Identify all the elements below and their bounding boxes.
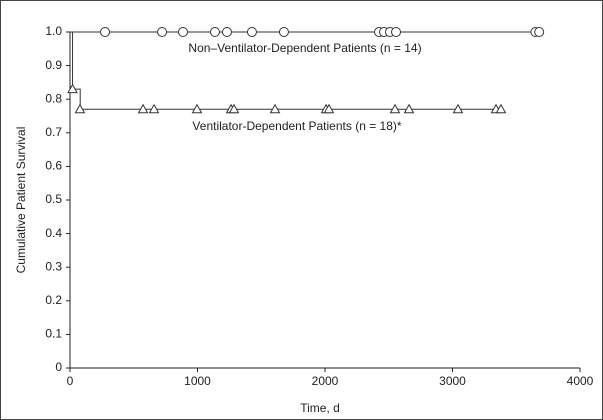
x-tick-label: 3000 xyxy=(439,374,466,388)
censor-mark xyxy=(137,103,149,114)
x-axis-label: Time, d xyxy=(300,401,340,415)
x-tick-label: 4000 xyxy=(567,374,594,388)
censor-mark xyxy=(389,103,401,114)
series-label: Non–Ventilator-Dependent Patients (n = 1… xyxy=(188,41,421,55)
y-tick-label: 0.5 xyxy=(45,192,62,206)
censor-mark xyxy=(157,27,168,37)
censor-mark xyxy=(452,103,464,114)
censor-mark xyxy=(148,103,160,114)
x-tick-label: 1000 xyxy=(184,374,211,388)
y-tick-label: 0 xyxy=(55,360,62,374)
y-tick-label: 0.3 xyxy=(45,259,62,273)
censor-mark xyxy=(269,103,281,114)
censor-mark xyxy=(177,27,188,37)
censor-mark xyxy=(278,27,289,37)
censor-mark xyxy=(391,27,402,37)
censor-mark xyxy=(495,103,507,114)
censor-mark xyxy=(209,27,220,37)
censor-mark xyxy=(246,27,257,37)
y-tick-label: 0.7 xyxy=(45,125,62,139)
y-tick-label: 0.4 xyxy=(45,226,62,240)
censor-mark xyxy=(534,27,545,37)
y-tick-label: 0.2 xyxy=(45,293,62,307)
censor-mark xyxy=(74,103,86,114)
x-tick-label: 0 xyxy=(67,374,74,388)
x-tick-label: 2000 xyxy=(312,374,339,388)
series-label: Ventilator-Dependent Patients (n = 18)* xyxy=(192,119,401,133)
y-tick-label: 0.8 xyxy=(45,91,62,105)
censor-mark xyxy=(191,103,203,114)
censor-mark xyxy=(67,83,78,94)
survival-line xyxy=(70,31,501,110)
censor-mark xyxy=(228,103,240,114)
y-tick-label: 0.6 xyxy=(45,159,62,173)
censor-mark xyxy=(323,103,335,114)
y-tick-label: 0.9 xyxy=(45,58,62,72)
y-tick-label: 0.1 xyxy=(45,327,62,341)
censor-mark xyxy=(221,27,232,37)
censor-mark xyxy=(403,103,415,114)
censor-mark xyxy=(100,27,111,37)
y-axis-label: Cumulative Patient Survival xyxy=(14,127,28,274)
y-tick-label: 1.0 xyxy=(45,24,62,38)
